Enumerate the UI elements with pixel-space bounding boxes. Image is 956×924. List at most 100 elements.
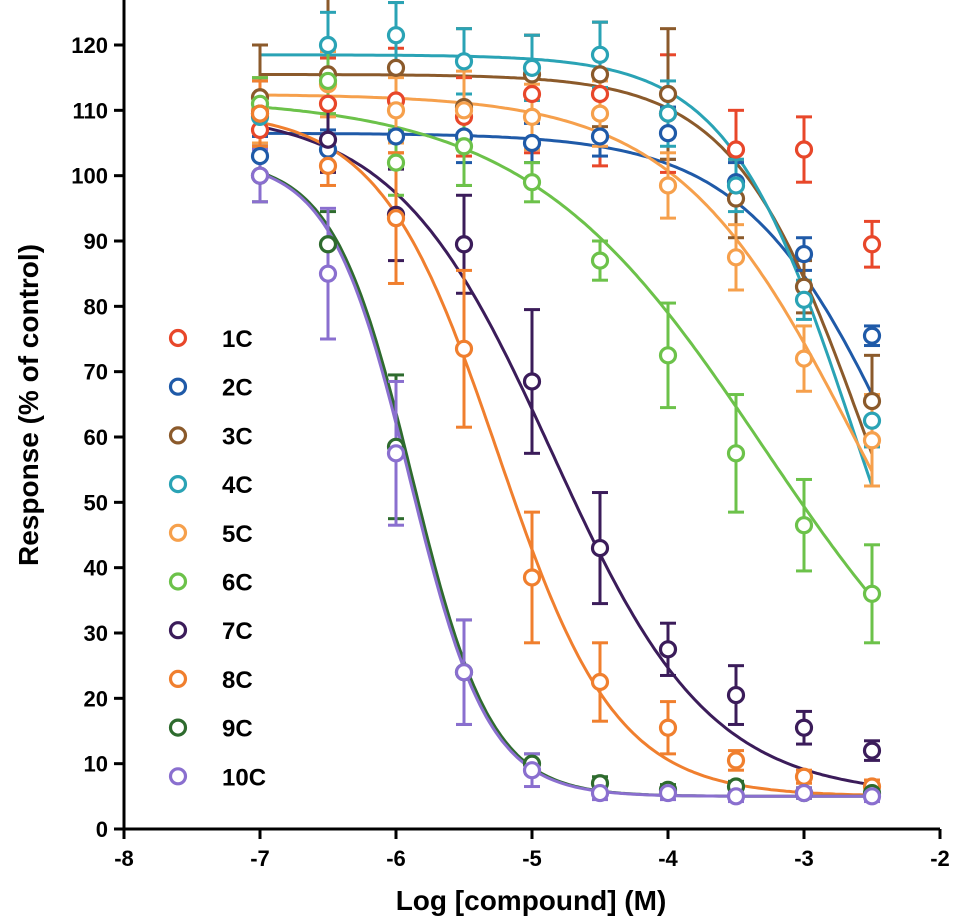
axes: -8 -7 -6 -5 -4 -3 -2 0 10 20 30 40 50 60 70 80 90 100 110 1… xyxy=(71,0,950,871)
y-tick-label: 100 xyxy=(71,164,108,189)
data-point-8C xyxy=(522,568,542,587)
y-tick-label: 20 xyxy=(84,686,108,711)
y-tick-label: 10 xyxy=(84,752,108,777)
legend-marker-10C xyxy=(168,767,188,786)
data-point-4C xyxy=(862,411,882,430)
data-point-10C xyxy=(862,787,882,806)
data-points xyxy=(250,26,882,806)
data-point-7C xyxy=(454,235,474,254)
data-point-10C xyxy=(794,783,814,803)
data-point-7C xyxy=(590,538,610,558)
data-point-10C xyxy=(726,787,746,806)
data-point-6C xyxy=(794,516,814,535)
fit-curve-10C xyxy=(259,171,872,798)
fit-curve-6C xyxy=(259,105,874,599)
data-point-7C xyxy=(862,741,882,760)
legend-label-8C: 8C xyxy=(222,667,253,694)
data-point-4C xyxy=(522,58,542,77)
data-point-3C xyxy=(862,391,882,411)
data-point-8C xyxy=(318,156,338,175)
data-point-5C xyxy=(862,431,882,450)
data-point-1C xyxy=(726,140,746,159)
data-point-7C xyxy=(726,685,746,705)
fit-curve-8C xyxy=(259,120,872,797)
x-tick-label: -6 xyxy=(386,846,406,871)
legend-marker-9C xyxy=(168,718,188,737)
data-point-8C xyxy=(454,339,474,358)
data-point-6C xyxy=(658,346,678,365)
data-point-6C xyxy=(522,173,542,192)
data-point-10C xyxy=(386,444,406,463)
data-point-3C xyxy=(590,65,610,84)
data-point-3C xyxy=(386,58,406,77)
y-tick-label: 0 xyxy=(96,817,108,842)
data-point-7C xyxy=(318,130,338,149)
data-point-9C xyxy=(318,235,338,254)
y-tick-label: 90 xyxy=(84,229,108,254)
x-tick-label: -8 xyxy=(114,846,134,871)
data-point-5C xyxy=(386,101,406,120)
fit-curve-5C xyxy=(260,93,874,473)
data-point-4C xyxy=(590,45,610,64)
data-point-4C xyxy=(794,290,814,309)
y-tick-label: 70 xyxy=(84,360,108,385)
legend-marker-3C xyxy=(168,426,188,445)
y-axis-title: Response (% of control) xyxy=(13,244,44,566)
data-point-10C xyxy=(454,663,474,682)
data-point-8C xyxy=(250,104,270,123)
data-point-6C xyxy=(726,444,746,463)
data-point-8C xyxy=(726,751,746,770)
data-point-5C xyxy=(726,248,746,267)
data-point-2C xyxy=(862,326,882,345)
data-point-6C xyxy=(590,251,610,270)
fit-curves xyxy=(259,53,874,798)
data-point-4C xyxy=(454,52,474,71)
fit-curve-2C xyxy=(260,131,874,395)
x-tick-label: -2 xyxy=(930,846,950,871)
legend-marker-6C xyxy=(168,572,188,591)
y-tick-label: 80 xyxy=(84,294,108,319)
legend-label-2C: 2C xyxy=(222,375,253,402)
x-axis-title: Log [compound] (M) xyxy=(396,885,667,916)
data-point-7C xyxy=(658,640,678,659)
data-point-1C xyxy=(590,84,610,104)
legend-marker-7C xyxy=(168,621,188,640)
data-point-6C xyxy=(454,137,474,156)
fit-curve-3C xyxy=(260,73,874,455)
legend-marker-2C xyxy=(168,377,188,396)
legend-label-7C: 7C xyxy=(222,618,253,645)
data-point-2C xyxy=(794,244,814,264)
legend-label-3C: 3C xyxy=(222,423,253,450)
y-tick-label: 40 xyxy=(84,556,108,581)
x-tick-label: -5 xyxy=(522,846,542,871)
y-tick-label: 50 xyxy=(84,490,108,515)
legend-label-1C: 1C xyxy=(222,326,253,353)
x-tick-label: -4 xyxy=(658,846,678,871)
legend-label-6C: 6C xyxy=(222,570,253,597)
data-point-2C xyxy=(250,146,270,166)
y-tick-label: 60 xyxy=(84,425,108,450)
data-point-1C xyxy=(862,235,882,254)
data-point-4C xyxy=(726,176,746,195)
data-point-8C xyxy=(794,767,814,786)
data-point-2C xyxy=(658,124,678,143)
data-point-1C xyxy=(318,94,338,113)
legend-label-10C: 10C xyxy=(222,764,266,791)
data-point-1C xyxy=(794,140,814,159)
data-point-4C xyxy=(658,104,678,123)
y-tick-label: 30 xyxy=(84,621,108,646)
fit-curve-7C xyxy=(259,125,873,787)
data-point-8C xyxy=(590,672,610,692)
data-point-5C xyxy=(794,349,814,368)
data-point-10C xyxy=(250,166,270,185)
x-tick-label: -7 xyxy=(250,846,270,871)
y-tick-label: 120 xyxy=(71,33,108,58)
legend-label-4C: 4C xyxy=(222,472,253,499)
data-point-4C xyxy=(318,35,338,55)
data-point-4C xyxy=(386,26,406,45)
data-point-10C xyxy=(658,783,678,803)
legend-label-5C: 5C xyxy=(222,521,253,548)
data-point-10C xyxy=(318,264,338,283)
data-point-5C xyxy=(590,104,610,123)
